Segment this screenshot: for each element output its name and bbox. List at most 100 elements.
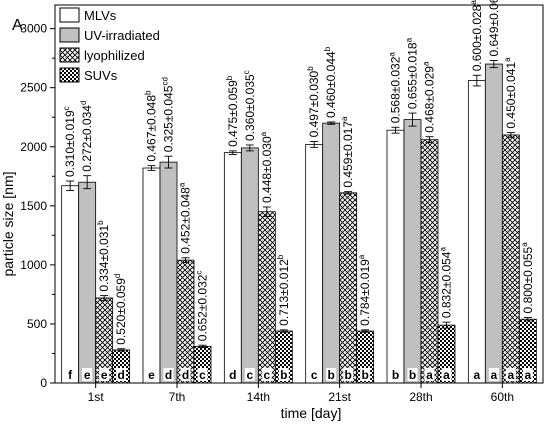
legend: MLVs UV-irradiated lyophilized SUVs [59,7,160,83]
y-tick-label: 500 [27,317,47,331]
pdi-annotation: 0.467±0.048b [144,90,159,162]
base-letter-bg [82,368,93,381]
base-letter: a [443,368,450,382]
x-tick-label: 21st [328,390,351,404]
bar [176,259,195,384]
pdi-annotation: 0.272±0.034d [79,101,94,172]
x-tick-label: 14th [247,390,270,404]
base-letter: a [426,368,433,382]
base-letter: b [280,368,287,382]
base-letter-bg [65,368,76,381]
base-letter-bg [197,368,208,381]
pdi-annotation: 0.334±0.031b [96,220,111,292]
base-letter-bg [505,368,516,381]
pdi-annotation: 0.460±0.044b [323,46,338,118]
pdi-annotation: 0.520±0.059d [113,274,128,345]
pdi-annotation: 0.452±0.048a [178,182,193,254]
pdi-annotation: 0.459±0.017a [340,116,355,188]
base-letter-bg [180,368,191,381]
bars-layer [61,60,537,384]
pdi-annotation: 0.655±0.018a [405,37,420,109]
pdi-annotation: 0.450±0.041a [503,57,518,129]
legend-swatch-uv-irradiated [59,27,80,43]
base-letter-bg [390,368,401,381]
bar [339,192,358,384]
panel-label: A [12,17,23,34]
bar [467,80,486,384]
base-letter-bg [163,368,174,381]
pdi-annotation: 0.475±0.059b [225,75,240,147]
bar [61,185,80,384]
annotations-layer: f 0.310±0.019c e 0.272±0.034d e 0.334±0.031b d… [62,0,535,382]
base-letter-bg [360,368,371,381]
legend-swatch-mlvs [59,7,80,23]
bar [403,119,422,384]
bar [223,152,242,384]
pdi-annotation: 0.360±0.035c [242,70,257,141]
bar [386,129,405,384]
pdi-annotation: 0.325±0.045cd [161,77,176,152]
pdi-annotation: 0.800±0.055a [520,242,535,314]
base-letter: c [199,368,206,382]
legend-label-suvs: SUVs [84,68,118,83]
y-tick-label: 1000 [20,258,47,272]
base-letter-bg [522,368,533,381]
base-letter: a [507,368,514,382]
bar [305,143,324,384]
base-letter: a [473,368,480,382]
y-axis: 0 500 1000 1500 2000 2500 3000 [20,22,55,390]
base-letter-bg [424,368,435,381]
base-letter-bg [278,368,289,381]
base-letter: d [117,368,124,382]
base-letter-bg [116,368,127,381]
x-axis: 1st 7th 14th 21st 28th 60th [88,383,514,404]
base-letter-bg [488,368,499,381]
base-letter: c [311,368,318,382]
base-letter-bg [261,368,272,381]
bar [78,181,97,384]
base-letter-bg [227,368,238,381]
bar [322,122,341,384]
base-letter: e [84,368,91,382]
pdi-annotation: 0.784±0.019a [357,254,372,326]
pdi-annotation: 0.600±0.028a [469,0,484,71]
y-tick-label: 3000 [20,22,47,36]
base-letter: c [246,368,253,382]
pdi-annotation: 0.832±0.054a [439,247,454,319]
bar [142,167,161,384]
base-letter-bg [471,368,482,381]
base-letter: b [392,368,399,382]
pdi-annotation: 0.713±0.012b [276,254,291,326]
pdi-annotation: 0.497±0.030b [306,66,321,138]
legend-swatch-lyophilized [59,47,80,63]
base-letter: d [182,368,189,382]
bar [484,63,503,384]
legend-label-lyophilized: lyophilized [84,48,145,63]
plot-frame [54,4,544,384]
pdi-annotation: 0.448±0.030a [259,131,274,203]
base-letter: e [148,368,155,382]
base-letter: d [165,368,172,382]
x-tick-label: 1st [88,390,105,404]
pdi-annotation: 0.568±0.032a [388,52,403,124]
pdi-annotation: 0.310±0.019c [62,106,77,177]
base-letter: c [263,368,270,382]
legend-label-mlvs: MLVs [84,8,117,23]
base-letter-bg [146,368,157,381]
bar [240,147,259,384]
base-letter: a [490,368,497,382]
base-letter-bg [99,368,110,381]
base-letter-bg [244,368,255,381]
legend-label-uv-irradiated: UV-irradiated [84,28,160,43]
base-letter-bg [441,368,452,381]
base-letter-bg [326,368,337,381]
y-tick-label: 2000 [20,140,47,154]
base-letter: d [229,368,236,382]
x-tick-label: 28th [409,390,432,404]
y-axis-title: particle size [nm] [0,171,16,276]
base-letter: f [68,368,73,382]
base-letter: b [361,368,368,382]
